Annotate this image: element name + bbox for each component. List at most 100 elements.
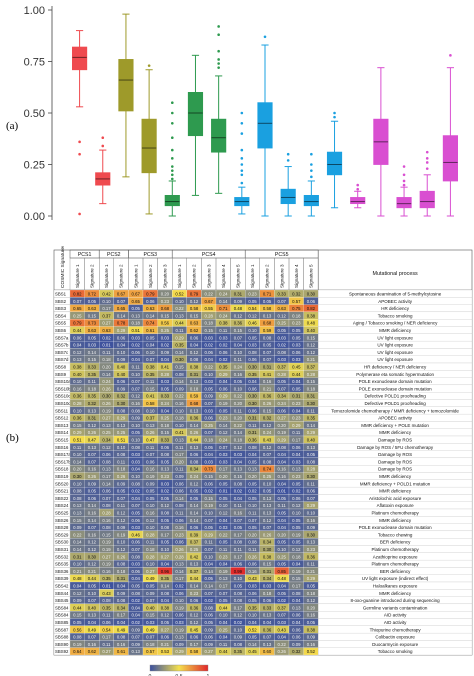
cell-value: 0.16: [73, 386, 82, 391]
cell-value: 0.48: [307, 321, 316, 326]
cell-value: 0.11: [248, 511, 257, 516]
cell-value: 0.13: [88, 613, 97, 618]
cell-value: 0.03: [234, 452, 243, 457]
cell-value: 0.08: [102, 459, 111, 464]
process-label: MMR deficiency: [379, 474, 412, 479]
cell-value: 0.47: [146, 438, 155, 443]
cell-value: 0.11: [307, 562, 316, 567]
cell-value: 0.27: [161, 554, 170, 559]
cell-value: 0.06: [205, 635, 214, 640]
cell-value: 0.14: [190, 423, 199, 428]
cell-value: 0.35: [248, 605, 257, 610]
cell-value: 0.33: [263, 605, 272, 610]
cell-value: 0.82: [73, 292, 82, 297]
signature-label: SBS28: [55, 525, 69, 530]
process-label: MMR deficiency + POLD1 mutation: [360, 481, 431, 486]
cell-value: 0.06: [175, 481, 184, 486]
outlier-point: [78, 212, 81, 216]
cell-value: 0.05: [278, 540, 287, 545]
cell-value: 0.04: [73, 343, 82, 348]
cell-value: 0.60: [263, 649, 272, 654]
cell-value: 0.30: [307, 532, 316, 537]
cell-value: 0.10: [132, 474, 141, 479]
cell-value: 0.65: [73, 306, 82, 311]
cell-value: 0.36: [73, 416, 82, 421]
box-body: [419, 190, 435, 209]
cell-value: 0.04: [132, 613, 141, 618]
cell-value: 0.22: [219, 532, 228, 537]
cell-value: 0.04: [161, 408, 170, 413]
outlier-point: [240, 148, 244, 152]
outlier-point: [78, 140, 81, 144]
table-row: SBS32 0.31 0.30 0.27 0.26 0.08 0.28 0.27 0.28 0.4…: [53, 552, 473, 561]
cell-value: 0.05: [161, 518, 170, 523]
table-row: SBS7a 0.06 0.05 0.02 0.06 0.03 0.05 0.03 0.29 0.0…: [53, 333, 473, 342]
cell-value: 0.24: [161, 401, 170, 406]
cell-value: 0.06: [190, 335, 199, 340]
cell-value: 0.12: [292, 547, 301, 552]
cell-value: 0.08: [73, 635, 82, 640]
cell-value: 0.25: [190, 547, 199, 552]
cell-value: 0.08: [117, 408, 126, 413]
cell-value: 0.20: [307, 605, 316, 610]
cell-value: 0.13: [263, 496, 272, 501]
cell-value: 0.17: [175, 452, 184, 457]
cell-value: 0.04: [219, 620, 228, 625]
cell-value: 0.11: [219, 547, 228, 552]
outlier-point: [425, 167, 429, 170]
signature-label: SBS84: [55, 605, 69, 610]
cell-value: 0.26: [263, 401, 272, 406]
process-label: Haloalkanes exposure: [373, 584, 418, 589]
cell-value: 0.31: [248, 430, 257, 435]
cell-value: 0.11: [117, 459, 126, 464]
cell-value: 0.40: [307, 328, 316, 333]
cell-value: 0.51: [132, 328, 141, 333]
cell-value: 0.13: [234, 467, 243, 472]
cell-value: 0.37: [102, 313, 111, 318]
cell-value: 0.13: [248, 467, 257, 472]
cell-value: 0.08: [102, 503, 111, 508]
cell-value: 0.10: [205, 511, 214, 516]
cell-value: 0.06: [132, 518, 141, 523]
cell-value: 0.10: [234, 350, 243, 355]
y-tick-label: 0.75: [24, 57, 45, 69]
cell-value: 0.03: [292, 357, 301, 362]
process-label: POLE exonuclease domain mutation: [359, 525, 433, 530]
cell-value: 0.31: [292, 394, 301, 399]
cell-value: 0.05: [190, 496, 199, 501]
cell-value: 0.06: [292, 635, 301, 640]
cell-value: 0.18: [263, 591, 272, 596]
outlier-point: [310, 163, 313, 166]
cell-value: 0.17: [117, 613, 126, 618]
process-label: 8-oxo-guanine introduced during sequenci…: [351, 598, 441, 603]
cell-value: 0.03: [263, 584, 272, 589]
cell-value: 0.21: [161, 642, 170, 647]
cell-value: 0.10: [248, 503, 257, 508]
cell-value: 0.15: [263, 562, 272, 567]
cell-value: 0.08: [278, 350, 287, 355]
signature-label: SBS24: [55, 503, 69, 508]
cell-value: 0.07: [205, 591, 214, 596]
cell-value: 0.04: [234, 496, 243, 501]
signature-label: SBS90: [55, 642, 69, 647]
outlier-point: [147, 64, 151, 67]
cell-value: 0.32: [292, 649, 301, 654]
cell-value: 0.05: [263, 489, 272, 494]
process-label: Platinum chemotherapy: [371, 562, 419, 567]
cell-value: 0.96: [161, 569, 170, 574]
process-label: Azathioprine exposure: [373, 554, 418, 559]
column-header: Signature 1: [75, 264, 80, 288]
cell-value: 0.05: [88, 584, 97, 589]
cell-value: 0.03: [132, 335, 141, 340]
cell-value: 0.06: [132, 540, 141, 545]
signature-label: SBS35: [55, 562, 69, 567]
table-row: SBS16 0.11 0.13 0.12 0.10 0.08 0.11 0.06 0.11 0.1…: [53, 443, 473, 451]
cell-value: 0.21: [307, 357, 316, 362]
outlier-point: [170, 169, 174, 172]
cell-value: 0.25: [263, 474, 272, 479]
cell-value: 0.06: [190, 525, 199, 530]
outlier-point: [286, 152, 290, 156]
cell-value: 0.03: [248, 584, 257, 589]
cell-value: 0.14: [73, 540, 82, 545]
cell-value: 0.14: [102, 481, 111, 486]
